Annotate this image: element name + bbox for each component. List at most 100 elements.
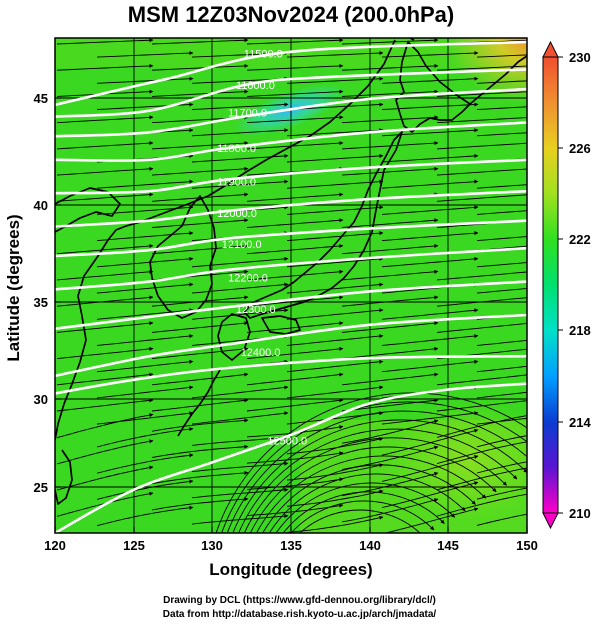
- wind-streamline-22: [246, 89, 344, 97]
- colorbar-label-226: 226: [569, 141, 591, 156]
- wind-streamline-128: [381, 359, 479, 373]
- wind-streamline-167: [286, 463, 384, 481]
- wind-streamline-161: [151, 444, 249, 458]
- wind-streamline-10: [56, 63, 154, 71]
- chart-title: MSM 12Z03Nov2024 (200.0hPa): [128, 2, 455, 27]
- wind-streamline-201: [226, 410, 527, 533]
- wind-streamline-83: [341, 243, 439, 255]
- wind-streamline-150: [56, 413, 154, 439]
- wind-streamline-135: [96, 385, 194, 399]
- contour-label-0: 11500.0: [244, 49, 283, 61]
- y-tick-label-40: 40: [34, 198, 48, 213]
- wind-streamline-88: [381, 256, 479, 268]
- colorbar-label-214: 214: [569, 415, 591, 430]
- wind-streamline-183: [341, 498, 439, 523]
- wind-streamline-50: [56, 166, 154, 176]
- asia-coast: [55, 39, 396, 441]
- wind-streamline-190: [299, 509, 424, 533]
- height-contour-4: [55, 158, 527, 195]
- wind-streamline-100: [56, 295, 154, 307]
- wind-streamline-121: [151, 346, 249, 360]
- wind-streamline-164: [436, 441, 527, 465]
- wind-streamline-170: [56, 465, 154, 491]
- wind-streamline-7: [286, 51, 384, 58]
- wind-streamline-53: [341, 166, 439, 176]
- wind-streamline-87: [286, 256, 384, 268]
- height-contour-0: [55, 40, 527, 107]
- y-tick-labels: 25 30 35 40 45: [34, 91, 48, 495]
- wind-streamline-114: [436, 322, 527, 333]
- wind-streamline-131: [151, 372, 249, 386]
- wind-streamline-177: [286, 489, 384, 507]
- wind-streamline-40: [56, 141, 154, 150]
- wind-streamline-62: [246, 192, 344, 202]
- wind-streamline-28: [381, 102, 479, 110]
- contour-label-5: 12000.0: [217, 208, 257, 220]
- contour-labels: 11500.0 11600.0 11700.0 11800.0 11900.0 12000…: [217, 49, 307, 448]
- wind-streamline-97: [286, 282, 384, 294]
- x-tick-label-125: 125: [123, 538, 145, 553]
- wind-streamline-129: [476, 365, 527, 373]
- wind-streamline-130: [56, 372, 154, 386]
- wind-streamline-188: [383, 507, 479, 533]
- wind-streamline-44: [436, 142, 527, 150]
- wind-streamline-64: [436, 194, 527, 202]
- x-axis: [54, 527, 528, 533]
- wind-streamline-43: [341, 141, 439, 150]
- wind-streamlines: [56, 38, 527, 533]
- wind-streamline-9: [476, 54, 527, 58]
- wind-streamline-143: [341, 398, 439, 412]
- x-tick-label-135: 135: [280, 538, 302, 553]
- wind-streamline-145: [96, 411, 194, 425]
- colorbar-body: [542, 56, 559, 514]
- wind-streamline-73: [341, 218, 439, 228]
- wind-streamline-106: [191, 308, 289, 320]
- colorbar-label-210: 210: [569, 506, 591, 521]
- wind-streamline-59: [476, 184, 527, 189]
- wind-streamline-41: [151, 141, 249, 150]
- wind-streamline-165: [96, 453, 194, 474]
- wind-streamline-36: [191, 128, 289, 137]
- credit-drawing: Drawing by DCL (https://www.gfd-dennou.o…: [163, 595, 436, 606]
- wind-streamline-198: [244, 437, 507, 533]
- wind-streamline-146: [191, 411, 289, 425]
- wind-streamline-155: [96, 427, 194, 448]
- wind-streamline-94: [436, 271, 527, 281]
- wind-streamline-23: [341, 89, 439, 97]
- wind-streamline-156: [191, 435, 289, 446]
- contour-label-7: 12200.0: [228, 273, 268, 285]
- wind-streamline-95: [96, 282, 194, 294]
- wind-streamline-18: [381, 76, 479, 84]
- wind-streamline-5: [96, 51, 194, 58]
- wind-streamline-160: [56, 439, 154, 465]
- contour-label-8: 12300.0: [236, 304, 276, 316]
- wind-streamline-38: [381, 128, 479, 137]
- wind-streamline-33: [341, 115, 439, 124]
- wind-streamline-85: [96, 256, 194, 268]
- wind-streamline-19: [476, 80, 527, 84]
- wind-streamline-197: [250, 446, 497, 533]
- wind-streamline-110: [56, 321, 154, 333]
- x-tick-label-130: 130: [201, 538, 223, 553]
- x-tick-label-120: 120: [44, 538, 66, 553]
- wind-streamline-125: [96, 359, 194, 373]
- wind-streamline-68: [381, 205, 479, 215]
- wind-streamline-79: [476, 236, 527, 242]
- wind-streamline-26: [191, 102, 289, 110]
- wind-streamline-34: [436, 117, 527, 124]
- wind-streamline-149: [476, 417, 527, 425]
- wind-streamline-82: [246, 243, 344, 255]
- contour-label-1: 11600.0: [236, 80, 275, 92]
- wind-streamline-0: [56, 38, 154, 45]
- kuril-islands: [469, 55, 527, 105]
- wind-streamline-29: [476, 106, 527, 110]
- wind-streamline-148: [381, 411, 479, 425]
- wind-streamline-169: [476, 461, 527, 474]
- wind-streamline-93: [341, 269, 439, 281]
- wind-streamline-103: [341, 295, 439, 307]
- wind-streamline-162: [246, 451, 344, 464]
- shikoku-coast: [261, 315, 301, 335]
- wind-streamline-89: [476, 262, 527, 268]
- wind-streamline-72: [246, 218, 344, 228]
- wind-streamline-184: [436, 493, 527, 517]
